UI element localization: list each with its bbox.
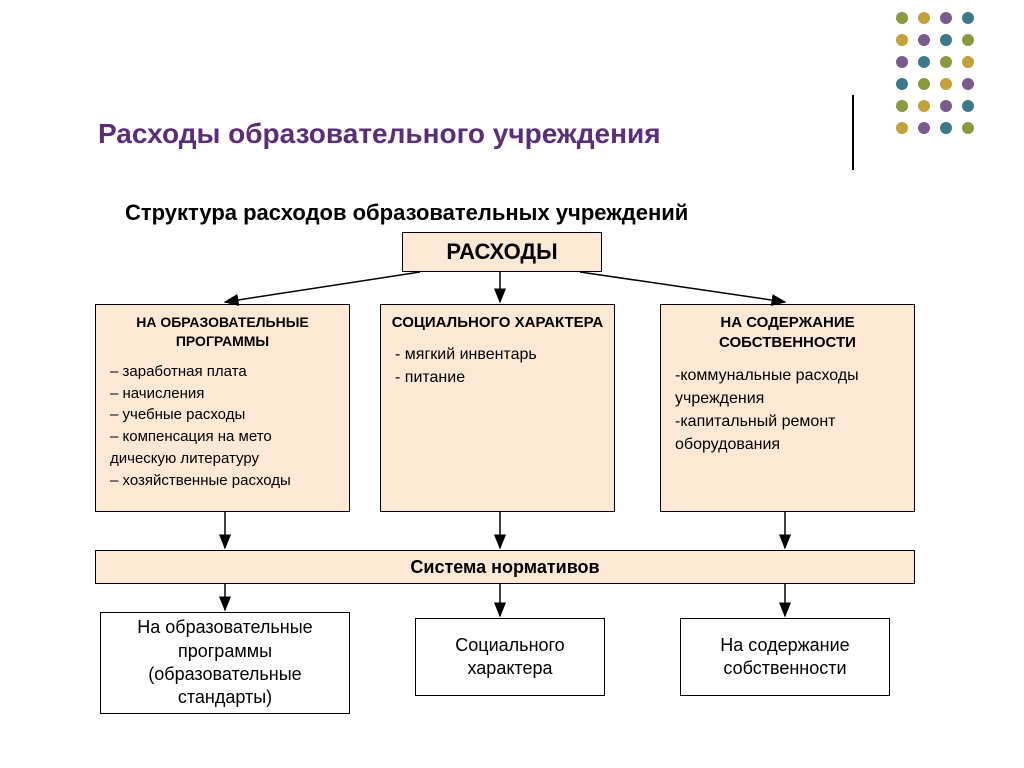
- column-body: – заработная плата– начисления– учебные …: [96, 361, 349, 492]
- decor-dot: [962, 12, 974, 24]
- decor-dot: [940, 122, 952, 134]
- decor-dot: [962, 56, 974, 68]
- column-item: – учебные расходы: [110, 404, 339, 426]
- column-item: – компенсация на мето: [110, 426, 339, 448]
- decor-dot: [940, 56, 952, 68]
- column-box-social: СОЦИАЛЬНОГО ХАРАКТЕРА- мягкий инвентарь-…: [380, 304, 615, 512]
- decor-dot: [962, 78, 974, 90]
- bottom-box-education: На образовательные программы (образовате…: [100, 612, 350, 714]
- slide-title: Расходы образовательного учреждения: [98, 118, 661, 150]
- decor-dot: [962, 34, 974, 46]
- column-item: дическую литературу: [110, 448, 339, 470]
- decor-dot: [896, 122, 908, 134]
- column-box-property: НА СОДЕРЖАНИЕ СОБСТВЕННОСТИ-коммунальные…: [660, 304, 915, 512]
- norm-bar-label: Система нормативов: [96, 557, 914, 578]
- decor-dot: [896, 56, 908, 68]
- decor-dot: [918, 122, 930, 134]
- decor-dot: [962, 122, 974, 134]
- column-header: СОЦИАЛЬНОГО ХАРАКТЕРА: [381, 313, 614, 343]
- decor-dot: [940, 34, 952, 46]
- decor-dot: [940, 78, 952, 90]
- root-box: РАСХОДЫ: [402, 232, 602, 272]
- decor-dot: [896, 12, 908, 24]
- decor-dot: [896, 34, 908, 46]
- column-item: учреждения: [675, 387, 904, 410]
- bottom-box-label: На содержание собственности: [689, 634, 881, 681]
- column-item: -коммунальные расходы: [675, 364, 904, 387]
- column-header: НА ОБРАЗОВАТЕЛЬНЫЕ ПРОГРАММЫ: [96, 313, 349, 361]
- decor-dot: [940, 12, 952, 24]
- column-item: оборудования: [675, 433, 904, 456]
- arrow: [225, 272, 420, 302]
- decor-dot: [918, 78, 930, 90]
- decor-dot: [940, 100, 952, 112]
- bottom-box-label: На образовательные программы (образовате…: [109, 616, 341, 710]
- norm-bar: Система нормативов: [95, 550, 915, 584]
- decor-dot: [918, 34, 930, 46]
- decor-dot: [918, 100, 930, 112]
- decor-dot: [896, 78, 908, 90]
- root-box-label: РАСХОДЫ: [403, 239, 601, 265]
- bottom-box-social: Социального характера: [415, 618, 605, 696]
- column-body: -коммунальные расходыучреждения-капиталь…: [661, 364, 914, 457]
- column-header: НА СОДЕРЖАНИЕ СОБСТВЕННОСТИ: [661, 313, 914, 364]
- decor-dot: [896, 100, 908, 112]
- decor-dot: [918, 56, 930, 68]
- column-item: – начисления: [110, 383, 339, 405]
- column-item: - мягкий инвентарь: [395, 343, 604, 366]
- decor-dot: [918, 12, 930, 24]
- bottom-box-label: Социального характера: [424, 634, 596, 681]
- bottom-box-property: На содержание собственности: [680, 618, 890, 696]
- decor-dot: [962, 100, 974, 112]
- arrow: [580, 272, 785, 302]
- title-rule: [852, 95, 854, 170]
- column-body: - мягкий инвентарь- питание: [381, 343, 614, 389]
- column-item: – хозяйственные расходы: [110, 470, 339, 492]
- slide-subtitle: Структура расходов образовательных учреж…: [125, 200, 688, 226]
- column-item: - питание: [395, 366, 604, 389]
- column-item: – заработная плата: [110, 361, 339, 383]
- column-box-education: НА ОБРАЗОВАТЕЛЬНЫЕ ПРОГРАММЫ– заработная…: [95, 304, 350, 512]
- column-item: -капитальный ремонт: [675, 410, 904, 433]
